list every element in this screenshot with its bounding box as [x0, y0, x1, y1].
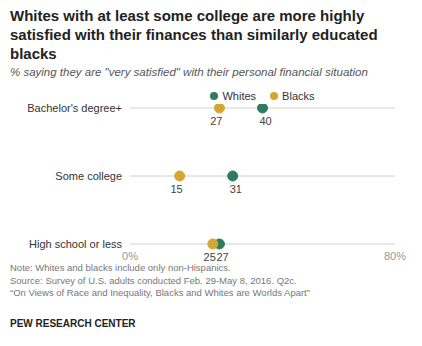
- svg-text:80%: 80%: [384, 250, 406, 262]
- html-text:Note: Whites and blacks includ: Note: Whites and blacks include only non…: [10, 262, 231, 273]
- svg-text:Bachelor's degree+: Bachelor's degree+: [27, 104, 122, 114]
- html-text:“On Views of Race and Inequali: “On Views of Race and Inequality, Blacks…: [10, 287, 310, 298]
- html-text:Whites with at least some coll: Whites with at least some college are mo…: [10, 7, 378, 62]
- svg-text:0%: 0%: [122, 250, 138, 262]
- svg-text:31: 31: [230, 183, 242, 195]
- svg-text:High school or less: High school or less: [29, 238, 122, 250]
- html-text:Source: Survey of U.S. adults: Source: Survey of U.S. adults conducted …: [10, 274, 297, 286]
- svg-text:25: 25: [204, 251, 216, 263]
- svg-text:Some college: Some college: [55, 170, 122, 182]
- html-text:PEW RESEARCH CENTER: PEW RESEARCH CENTER: [10, 318, 136, 329]
- svg-text:15: 15: [170, 183, 182, 195]
- svg-text:40: 40: [260, 115, 272, 127]
- html-text:Whites: Whites: [222, 90, 257, 102]
- svg-text:27: 27: [210, 115, 222, 127]
- html-text:% saying they are "very satisf: % saying they are "very satisfied" with …: [10, 66, 368, 78]
- html-text:Blacks: Blacks: [282, 90, 315, 102]
- svg-text:27: 27: [216, 251, 228, 263]
